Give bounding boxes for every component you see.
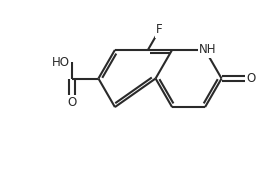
Text: HO: HO bbox=[52, 56, 70, 69]
Text: O: O bbox=[247, 72, 256, 85]
Text: O: O bbox=[67, 96, 77, 109]
Text: NH: NH bbox=[199, 43, 217, 56]
Text: F: F bbox=[156, 23, 163, 36]
